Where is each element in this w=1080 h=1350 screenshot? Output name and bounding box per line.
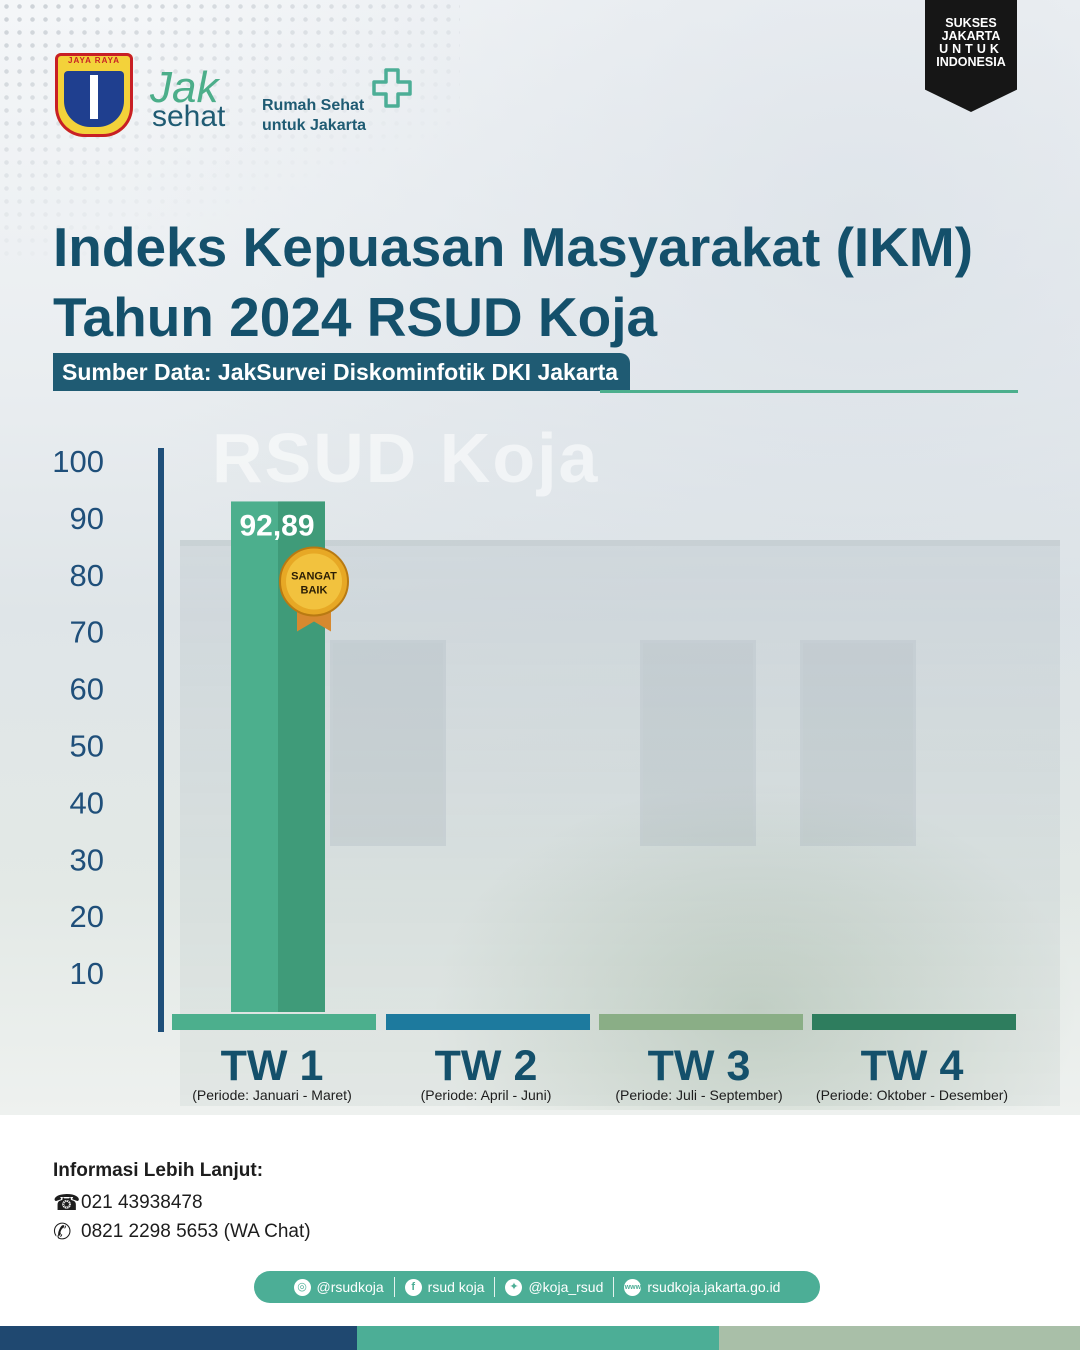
y-tick-label: 20	[70, 899, 104, 934]
jakarta-emblem-logo: JAYA RAYA	[55, 53, 133, 137]
separator	[494, 1277, 496, 1297]
y-tick-label: 80	[70, 558, 104, 593]
badge-text-line2: BAIK	[301, 584, 328, 596]
category-label: TW 2	[435, 1042, 538, 1090]
jaksehat-logo-jak: Jak	[150, 63, 219, 112]
background-window	[800, 640, 916, 846]
title-line1: Indeks Kepuasan Masyarakat (IKM)	[53, 216, 974, 278]
source-underline	[600, 390, 1018, 393]
period-label: (Periode: Januari - Maret)	[192, 1087, 352, 1103]
facebook-icon: f	[404, 1278, 422, 1296]
facebook-link[interactable]: f rsud koja	[395, 1278, 495, 1296]
source-label: Sumber Data: JakSurvei Diskominfotik DKI…	[53, 353, 631, 391]
period-label: (Periode: Juli - September)	[615, 1087, 782, 1103]
phone-row: ☎021 43938478	[53, 1190, 203, 1216]
twitter-icon: ✦	[505, 1278, 523, 1296]
tagline-line2: untuk Jakarta	[262, 117, 367, 134]
badge-line: SUKSES	[945, 16, 997, 30]
period-label: (Periode: Oktober - Desember)	[816, 1087, 1008, 1103]
category-base-bar	[172, 1014, 376, 1030]
background-window	[640, 640, 756, 846]
monument-icon	[90, 75, 98, 119]
y-tick-label: 90	[70, 501, 104, 536]
y-tick-label: 50	[70, 729, 104, 764]
twitter-label: @koja_rsud	[528, 1279, 604, 1295]
website-label: rsudkoja.jakarta.go.id	[647, 1279, 781, 1295]
telephone-icon: ☎	[53, 1190, 81, 1215]
y-tick-label: 10	[70, 956, 104, 991]
social-media-bar: ◎ @rsudkoja f rsud koja ✦ @koja_rsud www…	[254, 1271, 820, 1303]
badge-text-line1: SANGAT	[291, 570, 337, 582]
footer-stripe-navy	[0, 1326, 357, 1350]
instagram-icon: ◎	[293, 1278, 311, 1296]
footer-stripe-teal	[357, 1326, 719, 1350]
category-label: TW 1	[221, 1042, 324, 1090]
web-icon: www	[624, 1278, 642, 1296]
badge-line: JAKARTA	[941, 29, 1001, 43]
separator	[393, 1277, 395, 1297]
jaksehat-logo-sehat: sehat	[152, 100, 226, 133]
category-label: TW 4	[861, 1042, 964, 1090]
background-window	[330, 640, 446, 846]
period-label: (Periode: April - Juni)	[421, 1087, 552, 1103]
category-base-bar	[386, 1014, 590, 1030]
y-tick-label: 70	[70, 615, 104, 650]
emblem-text: JAYA RAYA	[68, 56, 120, 65]
tagline: Rumah Sehat untuk Jakarta	[262, 96, 366, 136]
whatsapp-icon: ✆	[53, 1219, 72, 1244]
instagram-link[interactable]: ◎ @rsudkoja	[284, 1278, 394, 1296]
separator	[613, 1277, 615, 1297]
y-tick-label: 30	[70, 842, 104, 877]
background-watermark: RSUD Koja	[212, 419, 600, 497]
chart-svg: 10 20 30 40 50 60 70 80 90 100 TW 1(Periode: Janua…	[52, 444, 1016, 1103]
tagline-line1: Rumah Sehat	[262, 97, 365, 114]
category-base-bar	[599, 1014, 803, 1030]
medal-inner	[286, 553, 342, 610]
title-line2: Tahun 2024 RSUD Koja	[53, 286, 658, 348]
phone-number: 021 43938478	[81, 1192, 203, 1213]
facebook-label: rsud koja	[427, 1279, 485, 1295]
footer-stripe-sage	[719, 1326, 1080, 1350]
ikm-bar-chart: 10 20 30 40 50 60 70 80 90 100 TW 1 (Periode: Janua…	[0, 430, 1080, 1120]
badge-line: UNTUK	[939, 42, 1003, 56]
whatsapp-row: ✆ 0821 2298 5653 (WA Chat)	[53, 1219, 311, 1245]
category-base-bar	[812, 1014, 1016, 1030]
sukses-jakarta-badge: SUKSES JAKARTA UNTUK INDONESIA	[925, 0, 1017, 112]
info-title: Informasi Lebih Lanjut:	[53, 1160, 264, 1181]
category-label: TW 3	[648, 1042, 751, 1090]
badge-line: INDONESIA	[936, 55, 1006, 69]
y-tick-label: 40	[70, 785, 104, 820]
data-value-label: 92,89	[239, 509, 314, 542]
background-foliage	[430, 780, 1080, 1110]
y-tick-label: 100	[52, 444, 104, 479]
page-title: Indeks Kepuasan Masyarakat (IKM) Tahun 2…	[53, 212, 973, 352]
y-tick-label: 60	[70, 672, 104, 707]
website-link[interactable]: www rsudkoja.jakarta.go.id	[614, 1278, 790, 1296]
whatsapp-number: 0821 2298 5653 (WA Chat)	[81, 1221, 311, 1242]
instagram-label: @rsudkoja	[316, 1279, 384, 1295]
health-cross-icon	[372, 68, 412, 108]
twitter-link[interactable]: ✦ @koja_rsud	[495, 1278, 613, 1296]
